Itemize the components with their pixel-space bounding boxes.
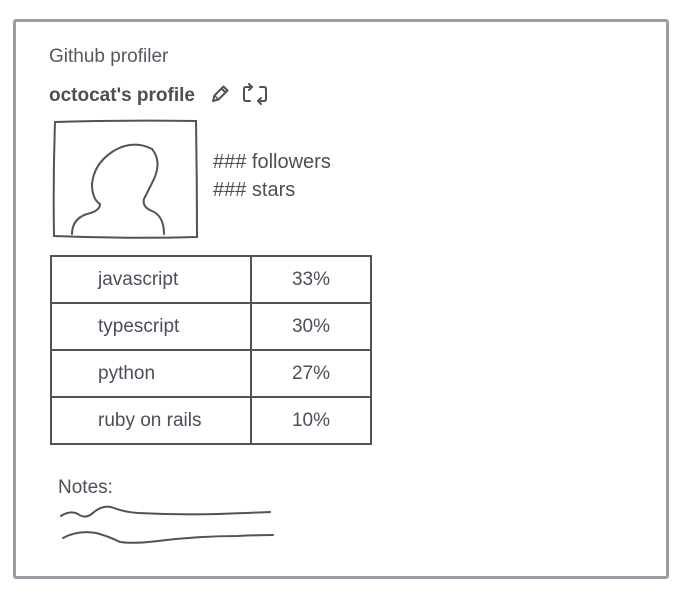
language-percent: 33%: [251, 256, 371, 303]
stars-count: ### stars: [213, 176, 331, 204]
languages-table: javascript 33% typescript 30% python 27%…: [50, 255, 372, 445]
user-silhouette-icon: [52, 119, 198, 239]
app-title: Github profiler: [49, 46, 168, 68]
language-percent: 10%: [251, 397, 371, 444]
table-row: javascript 33%: [51, 256, 371, 303]
avatar: [52, 119, 198, 239]
language-name: javascript: [51, 256, 251, 303]
profile-header: octocat's profile: [49, 82, 269, 110]
profile-stats: ### followers ### stars: [213, 148, 331, 204]
pencil-icon[interactable]: [209, 83, 231, 110]
notes-label: Notes:: [58, 477, 113, 499]
language-name: python: [51, 350, 251, 397]
followers-count: ### followers: [213, 148, 331, 176]
refresh-icon[interactable]: [241, 82, 269, 111]
table-row: typescript 30%: [51, 303, 371, 350]
table-row: python 27%: [51, 350, 371, 397]
language-percent: 30%: [251, 303, 371, 350]
profile-name: octocat's profile: [49, 85, 195, 107]
table-row: ruby on rails 10%: [51, 397, 371, 444]
language-percent: 27%: [251, 350, 371, 397]
notes-text-area[interactable]: [58, 500, 278, 550]
language-name: ruby on rails: [51, 397, 251, 444]
language-name: typescript: [51, 303, 251, 350]
